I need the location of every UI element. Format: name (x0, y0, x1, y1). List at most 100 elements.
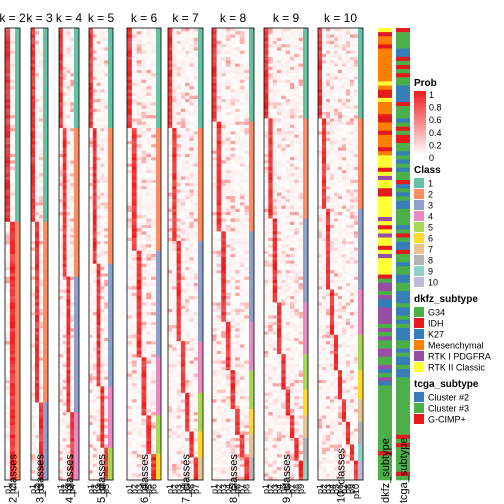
class-cell (249, 92, 254, 97)
prob-cell (96, 34, 101, 38)
prob-cell (172, 376, 177, 381)
prob-cell (5, 325, 11, 329)
prob-cell (127, 350, 133, 355)
prob-cell (136, 37, 142, 42)
class-cell (43, 176, 48, 181)
prob-cell (104, 244, 109, 248)
prob-cell (31, 231, 36, 235)
prob-cell (141, 415, 147, 419)
prob-cell (141, 260, 147, 264)
prob-cell (5, 160, 11, 164)
prob-cell (176, 108, 182, 113)
class-cell (156, 34, 161, 38)
prob-cell (193, 89, 199, 93)
class-cell (43, 273, 48, 277)
prob-cell (185, 463, 190, 468)
prob-cell (244, 102, 250, 106)
prob-cell (168, 221, 173, 226)
prob-cell (176, 163, 182, 168)
prob-cell (151, 160, 157, 164)
prob-cell (100, 360, 105, 365)
prob-cell (168, 289, 173, 294)
prob-cell (216, 37, 222, 42)
prob-cell (244, 34, 250, 38)
prob-cell (168, 69, 173, 74)
prob-cell (212, 121, 217, 126)
prob-cell (66, 425, 71, 429)
prob-cell (189, 131, 195, 135)
class-cell (15, 454, 20, 458)
class-cell (43, 392, 48, 397)
prob-cell (66, 31, 71, 35)
prob-cell (35, 31, 40, 35)
class-cell (74, 44, 79, 48)
prob-cell (66, 28, 71, 32)
prob-cell (235, 134, 241, 139)
prob-cell (89, 421, 94, 426)
prob-cell (185, 179, 190, 184)
prob-cell (141, 108, 147, 113)
prob-cell (180, 176, 186, 181)
prob-cell (172, 389, 177, 394)
prob-cell (62, 144, 67, 148)
prob-cell (189, 357, 195, 361)
class-cell (74, 147, 79, 151)
prob-cell (89, 408, 94, 413)
prob-cell (31, 276, 36, 281)
prob-cell (31, 460, 36, 465)
prob-cell (189, 270, 195, 274)
prob-cell (131, 360, 137, 365)
class-cell (74, 86, 79, 90)
prob-cell (104, 263, 109, 268)
prob-cell (172, 105, 177, 110)
prob-cell (10, 315, 16, 319)
prob-cell (180, 276, 186, 281)
prob-cell (127, 137, 133, 142)
prob-cell (225, 53, 231, 58)
prob-cell (172, 244, 177, 248)
prob-cell (66, 363, 71, 368)
prob-cell (168, 341, 173, 345)
class-cell (74, 350, 79, 355)
prob-cell (10, 260, 16, 264)
prob-cell (180, 247, 186, 252)
prob-cell (10, 199, 16, 203)
prob-cell (92, 328, 97, 332)
prob-cell (59, 102, 64, 106)
prob-cell (92, 418, 97, 423)
prob-cell (104, 286, 109, 290)
prob-cell (131, 215, 137, 219)
class-cell (43, 376, 48, 381)
prob-cell (100, 86, 105, 90)
prob-cell (172, 150, 177, 155)
prob-cell (96, 270, 101, 274)
prob-cell (230, 95, 236, 100)
prob-cell (92, 186, 97, 190)
prob-cell (225, 82, 231, 87)
prob-cell (127, 473, 133, 478)
prob-cell (70, 447, 75, 452)
column-label: p6 (187, 484, 197, 494)
class-cell (74, 428, 79, 432)
prob-cell (127, 69, 133, 74)
prob-cell (35, 286, 40, 290)
prob-cell (31, 205, 36, 210)
prob-cell (104, 370, 109, 374)
prob-cell (31, 383, 36, 387)
prob-cell (168, 260, 173, 264)
prob-cell (189, 108, 195, 113)
prob-cell (185, 328, 190, 332)
prob-cell (92, 463, 97, 468)
prob-cell (151, 312, 157, 316)
class-cell (156, 111, 161, 116)
class-cell (156, 470, 161, 474)
prob-cell (127, 273, 133, 277)
prob-cell (100, 244, 105, 248)
prob-cell (172, 386, 177, 390)
prob-cell (5, 166, 11, 171)
prob-cell (39, 354, 44, 358)
prob-cell (5, 79, 11, 84)
class-cell (74, 150, 79, 155)
prob-cell (141, 147, 147, 151)
prob-cell (225, 115, 231, 119)
